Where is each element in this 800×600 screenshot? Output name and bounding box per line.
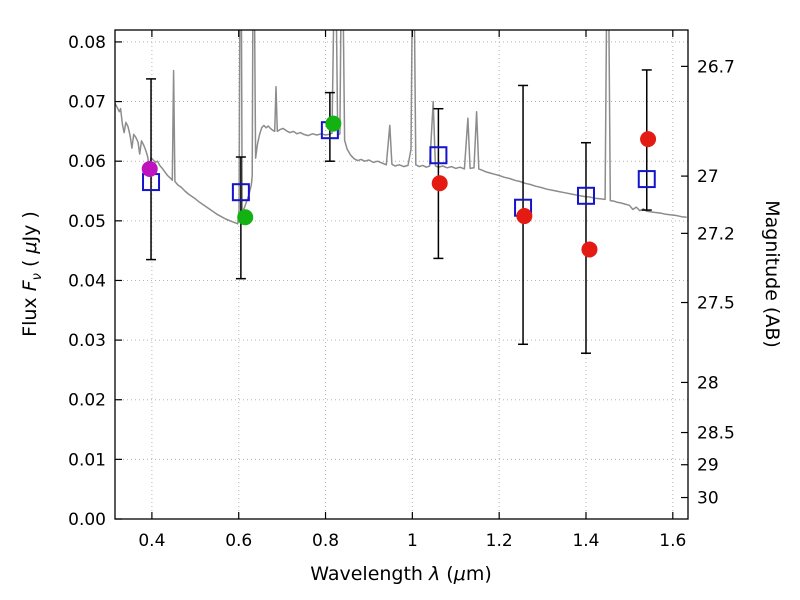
x-tick-label: 0.6: [225, 531, 252, 551]
circle-marker: [141, 160, 158, 177]
y-axis-label-F: F: [19, 279, 41, 291]
spectrum-line: [115, 30, 687, 225]
square-marker: [637, 170, 656, 189]
square-marker: [576, 186, 595, 205]
x-tick-label: 1.4: [572, 531, 599, 551]
circle-marker: [640, 131, 657, 148]
plot-border: [114, 29, 689, 520]
x-axis-label: Wavelength λ (μm): [310, 563, 491, 585]
y-tick-label: 0.08: [68, 33, 106, 53]
y-axis-label-paren: (: [19, 254, 41, 274]
y2-tick-label: 28: [697, 373, 719, 393]
y-axis-label-flux: Flux: [19, 291, 41, 337]
y2-tick-label: 29: [697, 456, 719, 476]
y2-axis-label: Magnitude (AB): [761, 200, 783, 348]
y2-tick-label: 26.7: [697, 57, 735, 77]
x-axis-label-paren2: m): [466, 563, 492, 585]
y-tick-label: 0.06: [68, 152, 106, 172]
y-axis-label-nu: ν: [30, 273, 45, 280]
circle-marker: [237, 209, 254, 226]
circle-marker: [325, 115, 342, 132]
chart-generated-content: 0.4 0.6 0.8 1 1.2 1.4 1.6 0.00 0.01 0.02 0.03 0.04 0…: [68, 29, 735, 551]
y2-tick-label: 30: [697, 489, 719, 509]
x-axis-label-word: Wavelength: [310, 563, 429, 585]
y-tick-label: 0.07: [68, 93, 106, 113]
square-marker: [231, 183, 250, 202]
x-axis-label-mu: μ: [453, 563, 466, 585]
y-tick-label: 0.04: [68, 271, 106, 291]
y-axis-label: Flux Fν ( μJy ): [19, 211, 45, 337]
y-axis-label-units: Jy ): [19, 211, 41, 242]
y-axis-label-mu: μ: [19, 241, 41, 254]
y2-tick-label: 27: [697, 167, 719, 187]
circle-marker: [516, 208, 533, 225]
x-tick-label: 0.4: [138, 531, 165, 551]
x-axis-label-lambda: λ: [428, 563, 440, 585]
y-tick-label: 0.01: [68, 450, 106, 470]
x-axis-label-paren1: (: [440, 563, 453, 585]
y2-tick-label: 27.5: [697, 294, 735, 314]
circle-marker: [581, 241, 598, 258]
x-tick-label: 0.8: [312, 531, 339, 551]
y2-tick-label: 27.2: [697, 224, 735, 244]
x-tick-label: 1.6: [659, 531, 686, 551]
y-tick-label: 0.02: [68, 391, 106, 411]
y-tick-label: 0.00: [68, 510, 106, 530]
square-marker: [429, 146, 448, 165]
circle-marker: [431, 175, 448, 192]
y-tick-label: 0.05: [68, 212, 106, 232]
x-tick-label: 1.2: [486, 531, 513, 551]
x-tick-label: 1: [407, 531, 418, 551]
y2-tick-label: 28.5: [697, 424, 735, 444]
y-tick-label: 0.03: [68, 331, 106, 351]
